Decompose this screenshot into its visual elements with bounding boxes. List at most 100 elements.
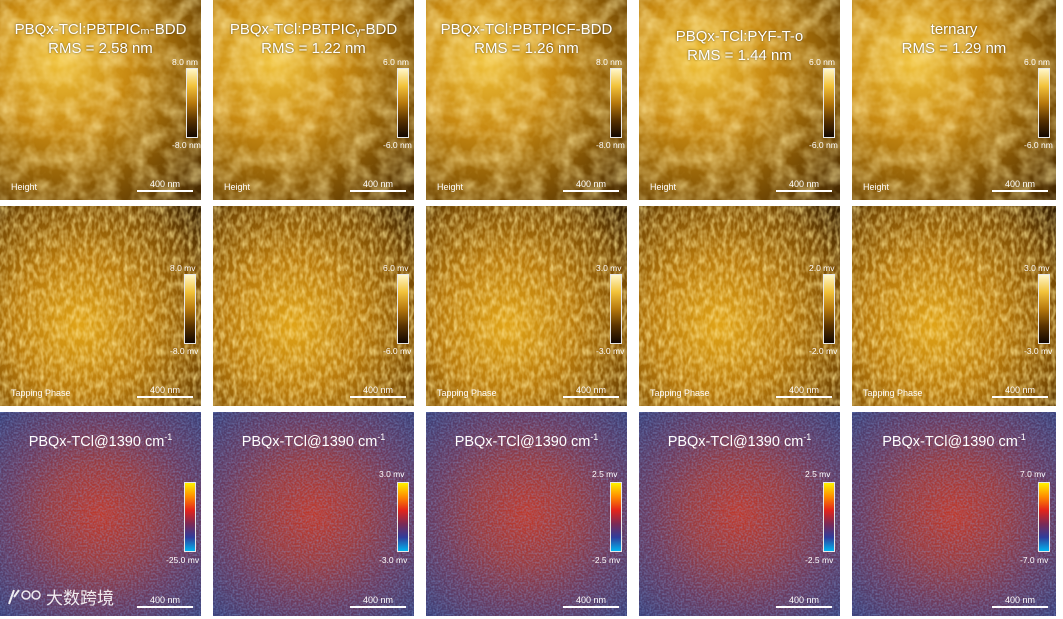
colorbar-min: -8.0 mv: [170, 346, 199, 356]
colorbar: [184, 482, 196, 552]
column-title-rms: RMS = 1.26 nm: [474, 40, 579, 57]
colorbar-max: 6.0 nm: [809, 57, 835, 67]
ir-title: PBQx-TCl@1390 cm-1: [882, 432, 1026, 450]
phase-label: Tapping Phase: [650, 388, 710, 398]
scalebar: 400 nm: [776, 179, 832, 192]
phase-panel-4: 2.0 mv -2.0 mv Tapping Phase 400 nm: [639, 206, 840, 406]
phase-panel-3: 3.0 mv -3.0 mv Tapping Phase 400 nm: [426, 206, 627, 406]
colorbar-min: -25.0 mv: [166, 555, 200, 565]
height-panel-1: PBQx-TCl:PBTPICₘ-BDD RMS = 2.58 nm 8.0 nm…: [0, 0, 201, 200]
colorbar: [1038, 482, 1050, 552]
colorbar-max: 3.0 mv: [1024, 263, 1050, 273]
colorbar: [823, 68, 835, 138]
column-title-line1: PBQx-TCl:PBTPICF-BDD: [440, 21, 613, 38]
colorbar: [397, 274, 409, 344]
height-panel-2: PBQx-TCl:PBTPICᵧ-BDD RMS = 1.22 nm 6.0 nm…: [213, 0, 414, 200]
colorbar-min: -2.0 mv: [809, 346, 838, 356]
ir-title: PBQx-TCl@1390 cm-1: [667, 432, 812, 450]
ir-panel-1: PBQx-TCl@1390 cm-1 -25.0 mv 400 nm 大数跨境: [0, 412, 201, 616]
scalebar: 400 nm: [563, 179, 619, 192]
height-label: Height: [11, 182, 38, 192]
colorbar-min: -8.0 nm: [172, 140, 201, 150]
colorbar: [823, 482, 835, 552]
height-panel-5: ternary RMS = 1.29 nm 6.0 nm -6.0 nm Heig…: [852, 0, 1056, 200]
colorbar: [823, 274, 835, 344]
colorbar-min: -6.0 mv: [383, 346, 412, 356]
colorbar: [184, 274, 196, 344]
colorbar-max: 6.0 nm: [1024, 57, 1050, 67]
scalebar: 400 nm: [992, 595, 1048, 608]
scalebar: 400 nm: [992, 179, 1048, 192]
colorbar: [610, 482, 622, 552]
colorbar-min: -6.0 nm: [383, 140, 412, 150]
colorbar: [1038, 274, 1050, 344]
ir-title: PBQx-TCl@1390 cm-1: [241, 432, 386, 450]
colorbar: [397, 482, 409, 552]
phase-label: Tapping Phase: [863, 388, 923, 398]
height-label: Height: [224, 182, 251, 192]
watermark-logo-icon: [8, 588, 41, 604]
colorbar-min: -6.0 nm: [809, 140, 838, 150]
colorbar: [397, 68, 409, 138]
colorbar: [186, 68, 198, 138]
height-label: Height: [863, 182, 890, 192]
scalebar: 400 nm: [776, 385, 832, 398]
height-label: Height: [437, 182, 464, 192]
ir-title: PBQx-TCl@1390 cm-1: [454, 432, 599, 450]
colorbar-max: 2.5 mv: [805, 469, 831, 479]
scalebar: 400 nm: [992, 385, 1048, 398]
scalebar: 400 nm: [563, 595, 619, 608]
scalebar: 400 nm: [350, 179, 406, 192]
colorbar-min: -6.0 nm: [1024, 140, 1053, 150]
colorbar-max: 8.0 nm: [172, 57, 198, 67]
column-title-line1: PBQx-TCl:PBTPICᵧ-BDD: [229, 21, 398, 38]
colorbar-max: 7.0 mv: [1020, 469, 1046, 479]
scalebar: 400 nm: [563, 385, 619, 398]
column-title-line1: PBQx-TCl:PYF-T-o: [675, 28, 804, 45]
ir-title: PBQx-TCl@1390 cm-1: [28, 432, 173, 450]
phase-panel-1: 8.0 mv -8.0 mv Tapping Phase 400 nm: [0, 206, 201, 406]
ir-panel-4: PBQx-TCl@1390 cm-1 2.5 mv -2.5 mv 400 nm: [639, 412, 840, 616]
colorbar-max: 8.0 mv: [170, 263, 196, 273]
colorbar-min: -2.5 mv: [592, 555, 621, 565]
scalebar: 400 nm: [137, 385, 193, 398]
colorbar-max: 2.5 mv: [592, 469, 618, 479]
scalebar: 400 nm: [137, 595, 193, 608]
scalebar: 400 nm: [350, 385, 406, 398]
colorbar: [610, 68, 622, 138]
ir-panel-3: PBQx-TCl@1390 cm-1 2.5 mv -2.5 mv 400 nm: [426, 412, 627, 616]
colorbar-min: -3.0 mv: [379, 555, 408, 565]
colorbar-min: -7.0 mv: [1020, 555, 1049, 565]
height-label: Height: [650, 182, 677, 192]
ir-panel-2: PBQx-TCl@1390 cm-1 3.0 mv -3.0 mv 400 nm: [213, 412, 414, 616]
colorbar-max: 2.0 mv: [809, 263, 835, 273]
colorbar-max: 8.0 nm: [596, 57, 622, 67]
ir-panel-5: PBQx-TCl@1390 cm-1 7.0 mv -7.0 mv 400 nm: [852, 412, 1056, 616]
phase-panel-2: 6.0 mv -6.0 mv 400 nm: [213, 206, 414, 406]
colorbar-max: 6.0 mv: [383, 263, 409, 273]
height-panel-3: PBQx-TCl:PBTPICF-BDD RMS = 1.26 nm 8.0 nm…: [426, 0, 627, 200]
scalebar: 400 nm: [137, 179, 193, 192]
phase-panel-5: 3.0 mv -3.0 mv Tapping Phase 400 nm: [852, 206, 1056, 406]
phase-label: Tapping Phase: [437, 388, 497, 398]
column-title-line1: PBQx-TCl:PBTPICₘ-BDD: [14, 21, 187, 38]
phase-label: Tapping Phase: [11, 388, 71, 398]
colorbar: [1038, 68, 1050, 138]
colorbar-max: 3.0 mv: [596, 263, 622, 273]
column-title-rms: RMS = 2.58 nm: [48, 40, 153, 57]
column-title-rms: RMS = 1.44 nm: [687, 47, 792, 64]
colorbar-min: -2.5 mv: [805, 555, 834, 565]
colorbar-min: -3.0 mv: [1024, 346, 1053, 356]
colorbar-max: 3.0 mv: [379, 469, 405, 479]
watermark: 大数跨境: [6, 584, 114, 609]
scalebar: 400 nm: [776, 595, 832, 608]
column-title-rms: RMS = 1.29 nm: [901, 40, 1007, 57]
colorbar-min: -3.0 mv: [596, 346, 625, 356]
watermark-text: 大数跨境: [46, 589, 114, 608]
colorbar-min: -8.0 nm: [596, 140, 625, 150]
colorbar-max: 6.0 nm: [383, 57, 409, 67]
column-title-rms: RMS = 1.22 nm: [261, 40, 366, 57]
scalebar: 400 nm: [350, 595, 406, 608]
column-title-line1: ternary: [930, 21, 978, 38]
